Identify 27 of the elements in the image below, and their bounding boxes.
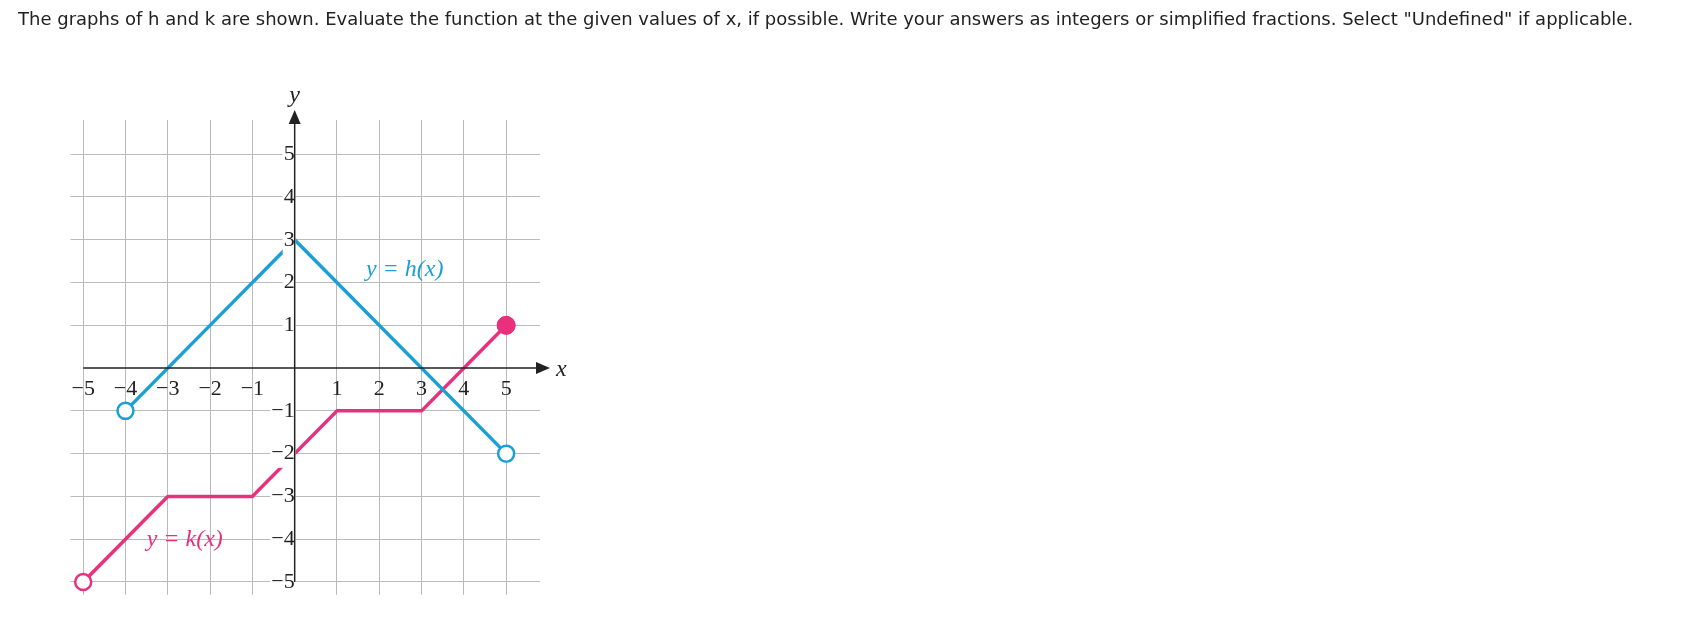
y-tick-label: 2 [283,268,295,294]
annotation: y = k(x) [144,524,223,551]
y-tick-label: 4 [283,182,295,208]
point [496,444,516,463]
y-tick-label: −5 [271,567,295,593]
x-tick-label: 4 [458,375,470,401]
x-tick-label: 2 [373,375,385,401]
x-tick-label: 5 [500,375,512,401]
annotation: y = h(x) [363,255,444,282]
y-tick-label: 3 [283,225,295,251]
y-tick-label: −3 [271,482,295,508]
point [116,401,135,421]
x-tick-label: −2 [198,375,222,401]
x-tick-label: −3 [156,375,180,401]
y-axis-title: y [287,81,301,108]
x-tick-label: −1 [240,375,265,401]
y-tick-label: 1 [283,311,295,337]
x-tick-label: 1 [331,375,343,401]
x-tick-label: −5 [71,375,95,401]
text: The graphs of h and k are shown. Evaluate the function at the given values of x, if possible. Write your answers as integers or simplified fractions. Select "Undefined" if applicable. [18,7,1635,31]
y-tick-label: −4 [271,524,295,550]
y-tick-label: −1 [271,396,295,422]
y-tick-label: −2 [271,439,295,465]
x-tick-label: 3 [416,375,428,401]
x-axis-title: x [555,355,567,382]
y-tick-label: 5 [283,140,295,165]
x-tick-label: −4 [113,375,138,401]
